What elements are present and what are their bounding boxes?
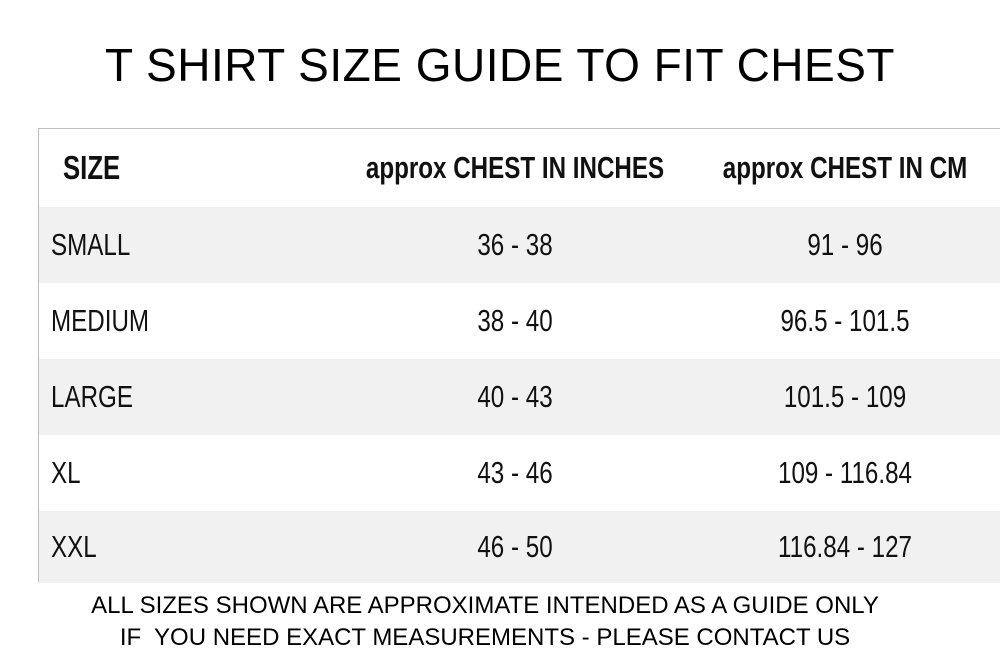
size-table: SIZE approx CHEST IN INCHES approx CHEST… <box>38 128 1000 583</box>
table-row: SMALL 36 - 38 91 - 96 <box>39 207 1000 283</box>
table-row: XL 43 - 46 109 - 116.84 <box>39 435 1000 511</box>
chest-cm-cell: 109 - 116.84 <box>777 455 913 490</box>
chest-inches-cell: 46 - 50 <box>477 529 553 564</box>
size-cell: XL <box>51 455 81 490</box>
chest-cm-cell: 96.5 - 101.5 <box>780 303 910 338</box>
contact-note: IF YOU NEED EXACT MEASUREMENTS - PLEASE … <box>119 624 851 651</box>
table-header-row: SIZE approx CHEST IN INCHES approx CHEST… <box>39 129 1000 207</box>
header-chest-cm: approx CHEST IN CM <box>722 150 968 185</box>
table-row: MEDIUM 38 - 40 96.5 - 101.5 <box>39 283 1000 359</box>
size-cell: MEDIUM <box>51 303 150 338</box>
chest-cm-cell: 116.84 - 127 <box>777 529 913 564</box>
table-row: LARGE 40 - 43 101.5 - 109 <box>39 359 1000 435</box>
size-cell: XXL <box>51 529 97 564</box>
header-chest-inches: approx CHEST IN INCHES <box>365 150 665 185</box>
page-title: T SHIRT SIZE GUIDE TO FIT CHEST <box>105 39 895 91</box>
disclaimer-note: ALL SIZES SHOWN ARE APPROXIMATE INTENDED… <box>91 592 879 619</box>
table-row: XXL 46 - 50 116.84 - 127 <box>39 511 1000 583</box>
chest-inches-cell: 43 - 46 <box>477 455 553 490</box>
chest-inches-cell: 36 - 38 <box>477 227 553 262</box>
size-cell: SMALL <box>51 227 131 262</box>
chest-cm-cell: 91 - 96 <box>807 227 883 262</box>
chest-cm-cell: 101.5 - 109 <box>783 379 907 414</box>
chest-inches-cell: 38 - 40 <box>477 303 553 338</box>
header-size: SIZE <box>63 149 121 186</box>
chest-inches-cell: 40 - 43 <box>477 379 553 414</box>
size-cell: LARGE <box>51 379 133 414</box>
